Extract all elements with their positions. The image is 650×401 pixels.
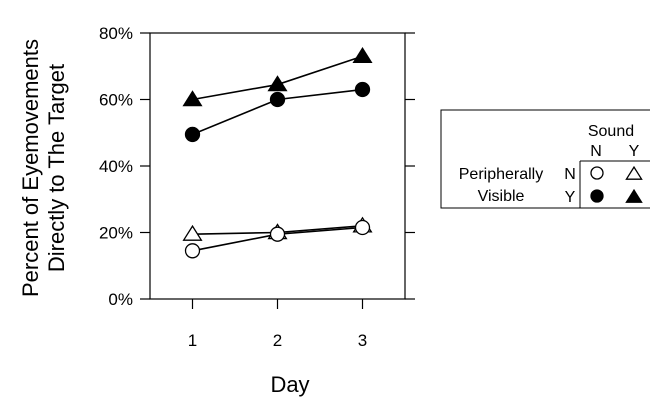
legend-marker-vis-y-sound-y bbox=[625, 188, 643, 203]
data-point-vis-y-sound-y bbox=[352, 47, 373, 63]
y-tick-label: 40% bbox=[99, 157, 133, 176]
legend-row-header-line-1: Peripherally bbox=[459, 166, 543, 183]
data-point-vis-n-sound-n bbox=[354, 219, 371, 236]
legend-box bbox=[440, 109, 650, 209]
data-point-vis-y-sound-y bbox=[267, 75, 288, 92]
y-tick-label: 20% bbox=[99, 224, 133, 243]
x-tick-label: 1 bbox=[188, 331, 197, 350]
legend-marker-vis-n-sound-n bbox=[590, 166, 604, 180]
x-axis-title: Day bbox=[270, 372, 309, 397]
data-point-vis-y-sound-y bbox=[182, 90, 203, 107]
legend-column-label-y: Y bbox=[629, 143, 640, 160]
legend-marker-vis-y-sound-n bbox=[590, 189, 604, 203]
legend-row-label-n: N bbox=[564, 166, 576, 183]
legend-marker-vis-n-sound-y bbox=[625, 165, 643, 180]
legend: Sound N Y Peripherally Visible N Y bbox=[440, 109, 650, 209]
x-tick-label: 3 bbox=[358, 331, 367, 350]
y-axis-title-line-1: Percent of Eyemovements bbox=[18, 39, 43, 297]
data-point-vis-n-sound-y bbox=[182, 224, 203, 241]
y-axis-title-line-2: Directly to The Target bbox=[44, 64, 69, 272]
data-point-vis-n-sound-n bbox=[269, 226, 286, 242]
legend-column-header: Sound bbox=[588, 123, 634, 140]
legend-column-label-n: N bbox=[590, 143, 602, 160]
y-tick-label: 80% bbox=[99, 24, 133, 43]
data-point-vis-n-sound-n bbox=[184, 243, 201, 259]
y-tick-label: 0% bbox=[108, 290, 133, 309]
data-point-vis-y-sound-n bbox=[269, 91, 286, 108]
plot-frame bbox=[149, 32, 406, 300]
y-tick-label: 60% bbox=[99, 91, 133, 110]
legend-row-header-line-2: Visible bbox=[478, 188, 525, 205]
legend-row-label-y: Y bbox=[565, 189, 576, 206]
data-point-vis-y-sound-n bbox=[354, 81, 371, 98]
x-tick-label: 2 bbox=[273, 331, 282, 350]
data-point-vis-y-sound-n bbox=[184, 126, 201, 143]
